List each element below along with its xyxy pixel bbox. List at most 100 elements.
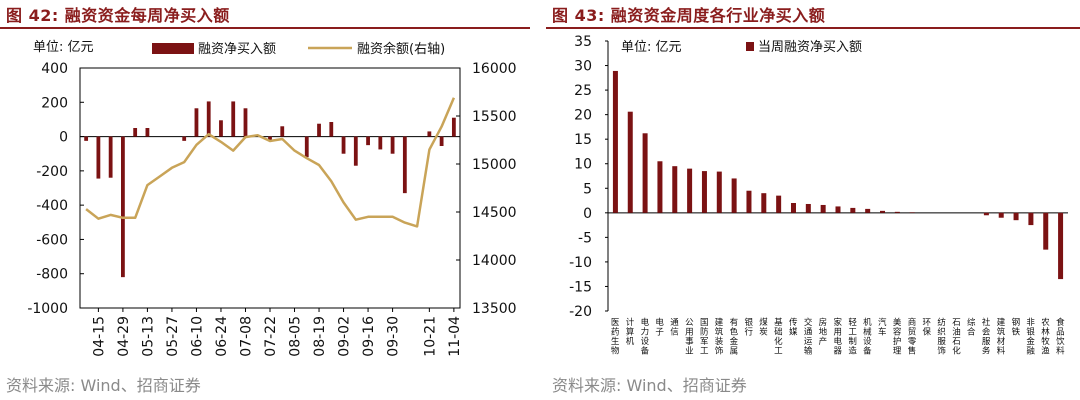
left-chart-title: 图 42: 融资资金每周净买入额 <box>6 6 230 25</box>
net-buy-bar <box>231 101 236 137</box>
industry-bar <box>1058 212 1064 280</box>
industry-label: 环保 <box>923 318 932 338</box>
net-buy-bar <box>121 136 125 278</box>
right-chart-panel: 图 43: 融资资金周度各行业净买入额 单位: 亿元 当周融资净买入额 -20-… <box>546 0 1080 400</box>
net-buy-bar <box>329 122 334 137</box>
legend-line-label: 融资余额(右轴) <box>357 41 445 57</box>
right-y-tick-label: 15500 <box>472 109 517 125</box>
industry-bar <box>657 161 663 213</box>
industry-bar <box>716 171 722 213</box>
right-y-tick-label: 13500 <box>472 301 517 317</box>
left-x-tick-label: 07-08 <box>238 316 254 357</box>
right-chart-y-tick-label: -20 <box>569 304 592 320</box>
industry-label: 食品饮料 <box>1056 317 1065 357</box>
industry-label: 基础化工 <box>774 317 783 357</box>
industry-bar <box>627 111 633 213</box>
left-x-tick-label: 05-27 <box>165 316 181 357</box>
legend-bar-swatch <box>152 43 194 54</box>
net-buy-bar <box>108 136 113 178</box>
industry-bar <box>612 70 618 213</box>
left-x-tick-label: 07-22 <box>263 316 279 357</box>
net-buy-bar <box>268 136 272 140</box>
right-unit-label: 单位: 亿元 <box>621 40 682 55</box>
industry-label: 传媒 <box>789 317 798 338</box>
industry-bar <box>820 204 826 213</box>
industry-label: 电力设备 <box>641 317 650 357</box>
industry-label: 建筑装饰 <box>715 317 724 357</box>
net-buy-bar <box>353 136 358 166</box>
right-source-note: 资料来源: Wind、招商证券 <box>552 376 747 395</box>
industry-label: 社会服务 <box>982 317 991 357</box>
left-y-tick-label: -600 <box>36 232 68 248</box>
left-marks-group: -1000 -800 -600 -400 -200 0 200 400 13500 14000 14… <box>27 61 516 357</box>
net-buy-bar <box>304 136 309 158</box>
industry-label: 国防军工 <box>700 318 709 357</box>
net-buy-bar <box>84 136 89 141</box>
net-buy-bar <box>402 136 407 194</box>
industry-label: 建筑材料 <box>997 317 1006 357</box>
left-y-tick-label: -800 <box>36 267 68 283</box>
industry-label: 农林牧渔 <box>1041 317 1050 357</box>
right-chart-y-tick-label: -10 <box>569 255 592 271</box>
industry-bar <box>1013 212 1019 221</box>
industry-bar <box>672 166 678 213</box>
left-y-tick-label: -200 <box>36 164 68 180</box>
industry-bar <box>746 190 752 213</box>
industry-bar <box>1028 212 1034 226</box>
industry-label: 美容护理 <box>893 317 902 357</box>
net-buy-bar <box>451 117 456 137</box>
net-buy-bar <box>96 136 101 179</box>
right-chart-y-tick-label: 10 <box>574 157 592 173</box>
left-chart-svg: 单位: 亿元 融资净买入额 融资余额(右轴) -1000 -800 -600 -400… <box>27 40 516 357</box>
left-x-tick-label: 11-04 <box>447 316 463 357</box>
right-chart-y-tick-label: 25 <box>574 83 592 99</box>
left-x-tick-label: 09-02 <box>337 316 353 357</box>
industry-bar <box>776 195 782 213</box>
left-x-tick-label: 04-15 <box>91 316 107 357</box>
industry-label: 通信 <box>670 317 679 338</box>
net-buy-bar <box>439 136 444 146</box>
left-x-tick-label: 09-16 <box>361 316 377 357</box>
net-buy-bar <box>280 126 285 137</box>
right-y-tick-label: 14500 <box>472 205 517 221</box>
left-x-tick-label: 08-19 <box>312 316 328 357</box>
right-chart-y-tick-label: 5 <box>583 181 592 197</box>
net-buy-bar <box>145 128 150 137</box>
right-chart-y-tick-label: 15 <box>574 132 592 148</box>
left-y-tick-label: 400 <box>41 61 68 77</box>
industry-bar <box>761 193 767 213</box>
industry-label: 商贸零售 <box>908 317 917 357</box>
industry-bar <box>805 203 811 213</box>
right-title-rule <box>546 27 1080 29</box>
right-chart-y-tick-label: -5 <box>578 230 592 246</box>
industry-bar <box>865 208 871 213</box>
industry-label: 公用事业 <box>685 318 694 357</box>
left-unit-label: 单位: 亿元 <box>33 40 94 55</box>
left-x-tick-label: 10-21 <box>422 316 438 357</box>
industry-bar <box>731 178 737 213</box>
industry-bar <box>835 206 841 213</box>
right-chart-y-tick-label: -15 <box>569 279 592 295</box>
legend-industry-bar-label: 当周融资净买入额 <box>758 40 862 55</box>
balance-line <box>85 97 456 228</box>
industry-label: 汽车 <box>878 317 887 338</box>
net-buy-bar <box>427 131 432 137</box>
industry-bar <box>642 133 648 213</box>
left-x-tick-label: 05-13 <box>140 316 156 357</box>
left-x-tick-label: 08-05 <box>288 316 304 357</box>
net-buy-bar <box>194 108 199 137</box>
net-buy-bar <box>206 101 211 137</box>
industry-label: 轻工制造 <box>848 317 857 357</box>
right-chart-y-tick-label: 35 <box>574 34 592 50</box>
net-buy-bar <box>390 136 395 154</box>
left-source-note: 资料来源: Wind、招商证券 <box>6 376 201 395</box>
industry-label: 银行 <box>744 317 753 338</box>
right-chart-y-tick-label: 0 <box>583 206 592 222</box>
right-y-tick-label: 15000 <box>472 157 517 173</box>
industry-bar <box>850 207 856 213</box>
industry-label: 煤炭 <box>759 317 768 338</box>
industry-label: 机械设备 <box>863 317 872 357</box>
right-marks-group: -20 -15 -10 -5 0 5 10 15 20 25 30 35 医药生物计算机电力设备电子通信… <box>569 34 1068 357</box>
right-chart-y-tick-label: 20 <box>574 108 592 124</box>
net-buy-bar <box>341 136 346 154</box>
